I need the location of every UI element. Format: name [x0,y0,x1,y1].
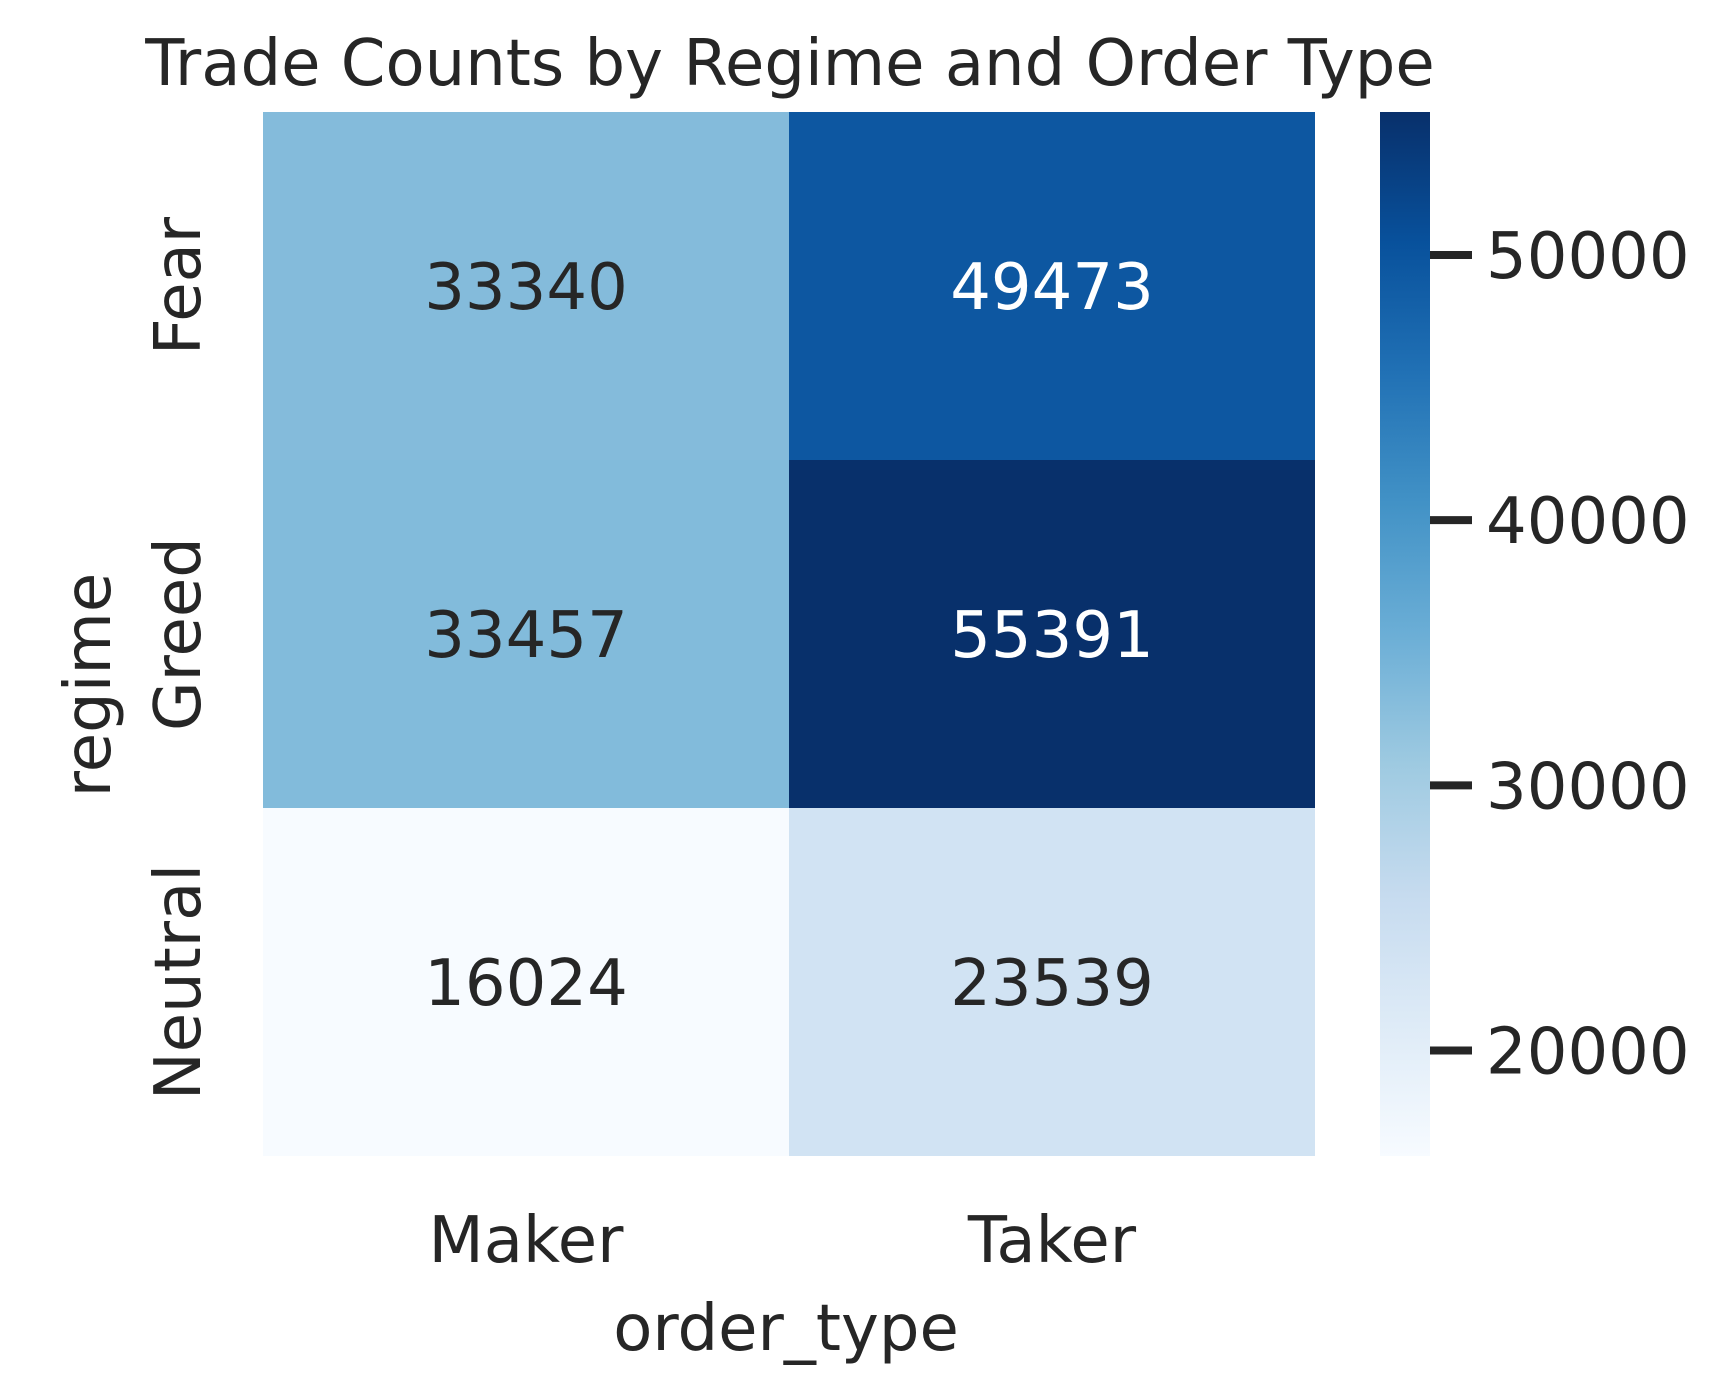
heatmap-cell [789,460,1315,808]
x-tick-labels: Maker Taker [429,1204,1137,1278]
y-tick-labels: Fear Greed Neutral [142,216,216,1100]
heatmap-cell [263,460,789,808]
cell-value-label: 23539 [950,947,1154,1021]
colorbar-tick-label: 50000 [1486,220,1690,294]
x-tick-label: Taker [967,1204,1137,1278]
cell-value-label: 33457 [424,599,628,673]
cell-value-label: 49473 [950,251,1154,325]
heatmap-cells [263,112,1315,1156]
heatmap-cell [789,112,1315,460]
colorbar-tick-label: 20000 [1486,1016,1690,1090]
y-tick-label: Neutral [142,864,216,1100]
y-axis-label: regime [52,573,126,797]
x-tick-label: Maker [429,1204,625,1278]
colorbar-tick-label: 30000 [1486,750,1690,824]
cell-value-label: 33340 [424,251,628,325]
colorbar-tick-label: 40000 [1486,485,1690,559]
cell-value-label: 55391 [950,599,1154,673]
cell-value-label: 16024 [424,947,628,1021]
heatmap-cell [263,112,789,460]
colorbar [1380,112,1430,1156]
heatmap-cell [789,808,1315,1156]
heatmap-cell-labels: 33340 49473 33457 55391 16024 23539 [424,251,1154,1021]
x-axis-label: order_type [613,1292,959,1366]
colorbar-ticks: 20000 30000 40000 50000 [1430,220,1690,1090]
y-tick-label: Fear [142,216,216,355]
chart-title: Trade Counts by Regime and Order Type [144,27,1435,101]
heatmap-cell [263,808,789,1156]
y-tick-label: Greed [142,537,216,731]
